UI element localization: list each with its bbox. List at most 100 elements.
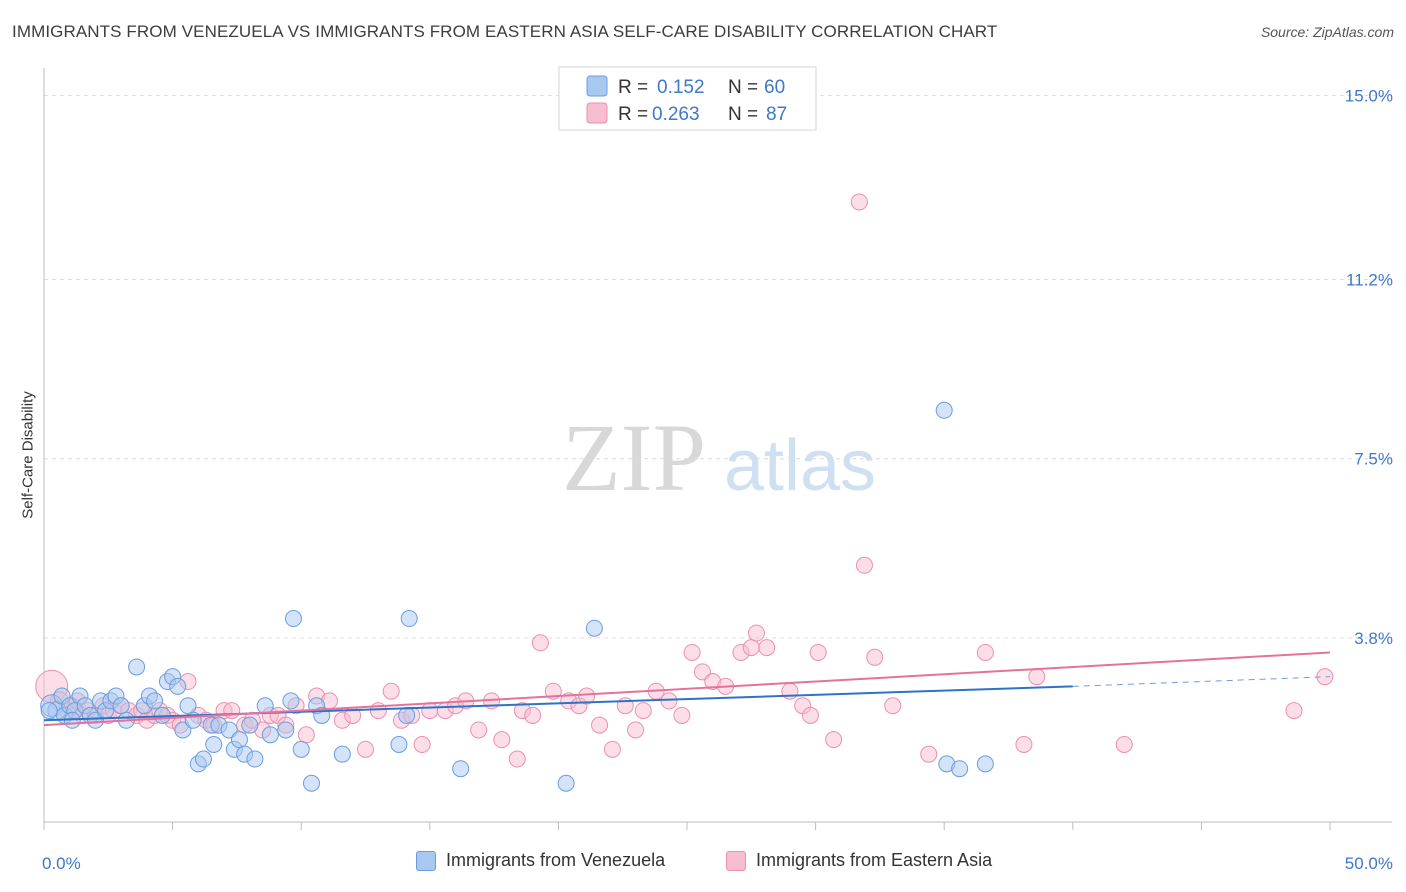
venezuela-point-43: [292, 740, 310, 758]
legend-swatch-venezuela: [586, 75, 608, 97]
legend-r-value-venezuela: 0.152: [657, 77, 705, 98]
eastern-asia-point-49: [470, 721, 488, 739]
legend-r-label-venezuela: R =: [618, 77, 648, 98]
axes: [43, 68, 1392, 823]
eastern-asia-point-64: [634, 702, 652, 720]
eastern-asia-point-59: [578, 687, 596, 705]
legend-n-label-venezuela: N =: [728, 77, 758, 98]
eastern-asia-point-61: [603, 740, 621, 758]
venezuela-point-39: [261, 726, 279, 744]
eastern-asia-point-54: [524, 706, 542, 724]
legend: R = 0.152 N = 60 R = 0.263 N = 87: [558, 66, 817, 131]
bottom-legend: Immigrants from Venezuela Immigrants fro…: [0, 850, 1406, 880]
venezuela-point-14: [112, 697, 130, 715]
bottom-legend-item-venezuela: Immigrants from Venezuela: [416, 850, 665, 871]
venezuela-point-44: [302, 774, 320, 792]
y-tick-label-2: 11.2%: [1346, 270, 1393, 289]
eastern-asia-point-44: [413, 735, 431, 753]
bottom-legend-swatch-eastern-asia: [726, 850, 746, 871]
eastern-asia-point-60: [591, 716, 609, 734]
eastern-asia-point-34: [297, 726, 315, 744]
eastern-asia-point-68: [683, 643, 701, 661]
watermark-zip: ZIP: [562, 404, 706, 511]
eastern-asia-point-88: [1028, 668, 1046, 686]
watermark: ZIP atlas: [562, 404, 876, 511]
chart-title: IMMIGRANTS FROM VENEZUELA VS IMMIGRANTS …: [12, 22, 998, 41]
watermark-atlas: atlas: [724, 426, 876, 506]
eastern-asia-point-86: [976, 643, 994, 661]
bottom-legend-label-venezuela: Immigrants from Venezuela: [446, 850, 666, 870]
eastern-asia-point-67: [673, 706, 691, 724]
eastern-asia-point-85: [920, 745, 938, 763]
venezuela-point-19: [146, 692, 164, 710]
eastern-asia-point-73: [742, 639, 760, 657]
legend-n-value-venezuela: 60: [764, 77, 785, 98]
legend-r-label-eastern-asia: R =: [618, 104, 648, 125]
eastern-asia-point-45: [421, 702, 439, 720]
y-tick-label-1: 7.5%: [1354, 450, 1393, 469]
eastern-asia-point-83: [866, 648, 884, 666]
venezuela-point-50: [400, 610, 418, 628]
x-tick-label-0: 0.0%: [42, 854, 81, 873]
venezuela-point-40: [277, 721, 295, 739]
legend-r-value-eastern-asia: 0.263: [652, 104, 700, 125]
eastern-asia-point-26: [223, 702, 241, 720]
eastern-asia-point-39: [357, 740, 374, 758]
y-tick-label-3: 15.0%: [1345, 86, 1393, 105]
venezuela-point-54: [935, 401, 953, 419]
venezuela-point-25: [179, 697, 197, 715]
legend-n-label-eastern-asia: N =: [728, 104, 758, 125]
venezuela-point-57: [976, 755, 994, 773]
venezuela-point-48: [390, 735, 408, 753]
eastern-asia-point-79: [809, 643, 827, 661]
venezuela-point-56: [951, 760, 969, 778]
legend-n-value-eastern-asia: 87: [766, 104, 787, 125]
venezuela-point-30: [205, 735, 223, 753]
y-tick-label-0: 3.8%: [1354, 629, 1393, 648]
eastern-asia-point-51: [493, 731, 511, 749]
x-tick-label-1: 50.0%: [1345, 854, 1393, 873]
venezuela-point-47: [333, 745, 351, 763]
venezuela-point-37: [241, 716, 259, 734]
eastern-asia-point-78: [801, 706, 819, 724]
eastern-asia-point-55: [531, 634, 549, 652]
eastern-asia-point-90: [1285, 702, 1303, 720]
eastern-asia-point-81: [850, 193, 868, 211]
venezuela-point-42: [284, 610, 302, 628]
eastern-asia-point-41: [382, 682, 400, 700]
eastern-asia-point-87: [1015, 735, 1033, 753]
eastern-asia-point-63: [627, 721, 645, 739]
venezuela-point-49: [398, 706, 416, 724]
legend-swatch-eastern-asia: [586, 102, 608, 124]
venezuela-trend-extension: [1072, 676, 1331, 687]
eastern-asia-point-89: [1115, 735, 1133, 753]
eastern-asia-point-80: [825, 731, 843, 749]
trend-lines: [43, 651, 1331, 727]
eastern-asia-point-75: [758, 639, 776, 657]
source-label: Source: ZipAtlas.com: [1260, 24, 1394, 40]
venezuela-point-16: [128, 658, 146, 676]
venezuela-point-36: [246, 750, 264, 768]
x-tick-labels: 0.0% 50.0%: [42, 854, 1393, 873]
x-ticks: [43, 822, 1331, 830]
venezuela-point-34: [230, 731, 248, 749]
venezuela-point-58: [40, 702, 58, 720]
venezuela-point-23: [169, 677, 187, 695]
eastern-asia-point-66: [660, 692, 678, 710]
venezuela-point-51: [452, 760, 470, 778]
bottom-legend-swatch-venezuela: [416, 850, 436, 871]
eastern-asia-point-74: [747, 624, 765, 642]
venezuela-point-52: [557, 774, 575, 792]
bottom-legend-label-eastern-asia: Immigrants from Eastern Asia: [756, 850, 993, 870]
gridlines: [44, 94, 1392, 639]
venezuela-point-41: [282, 692, 300, 710]
venezuela-point-53: [585, 619, 603, 637]
eastern-asia-point-82: [855, 556, 873, 574]
eastern-asia-point-52: [508, 750, 526, 768]
y-tick-labels: 3.8% 7.5% 11.2% 15.0%: [1345, 86, 1393, 648]
eastern-asia-trend-line: [43, 651, 1331, 727]
bottom-legend-item-eastern-asia: Immigrants from Eastern Asia: [726, 850, 992, 871]
venezuela-point-28: [194, 750, 212, 768]
eastern-asia-point-84: [884, 697, 902, 715]
